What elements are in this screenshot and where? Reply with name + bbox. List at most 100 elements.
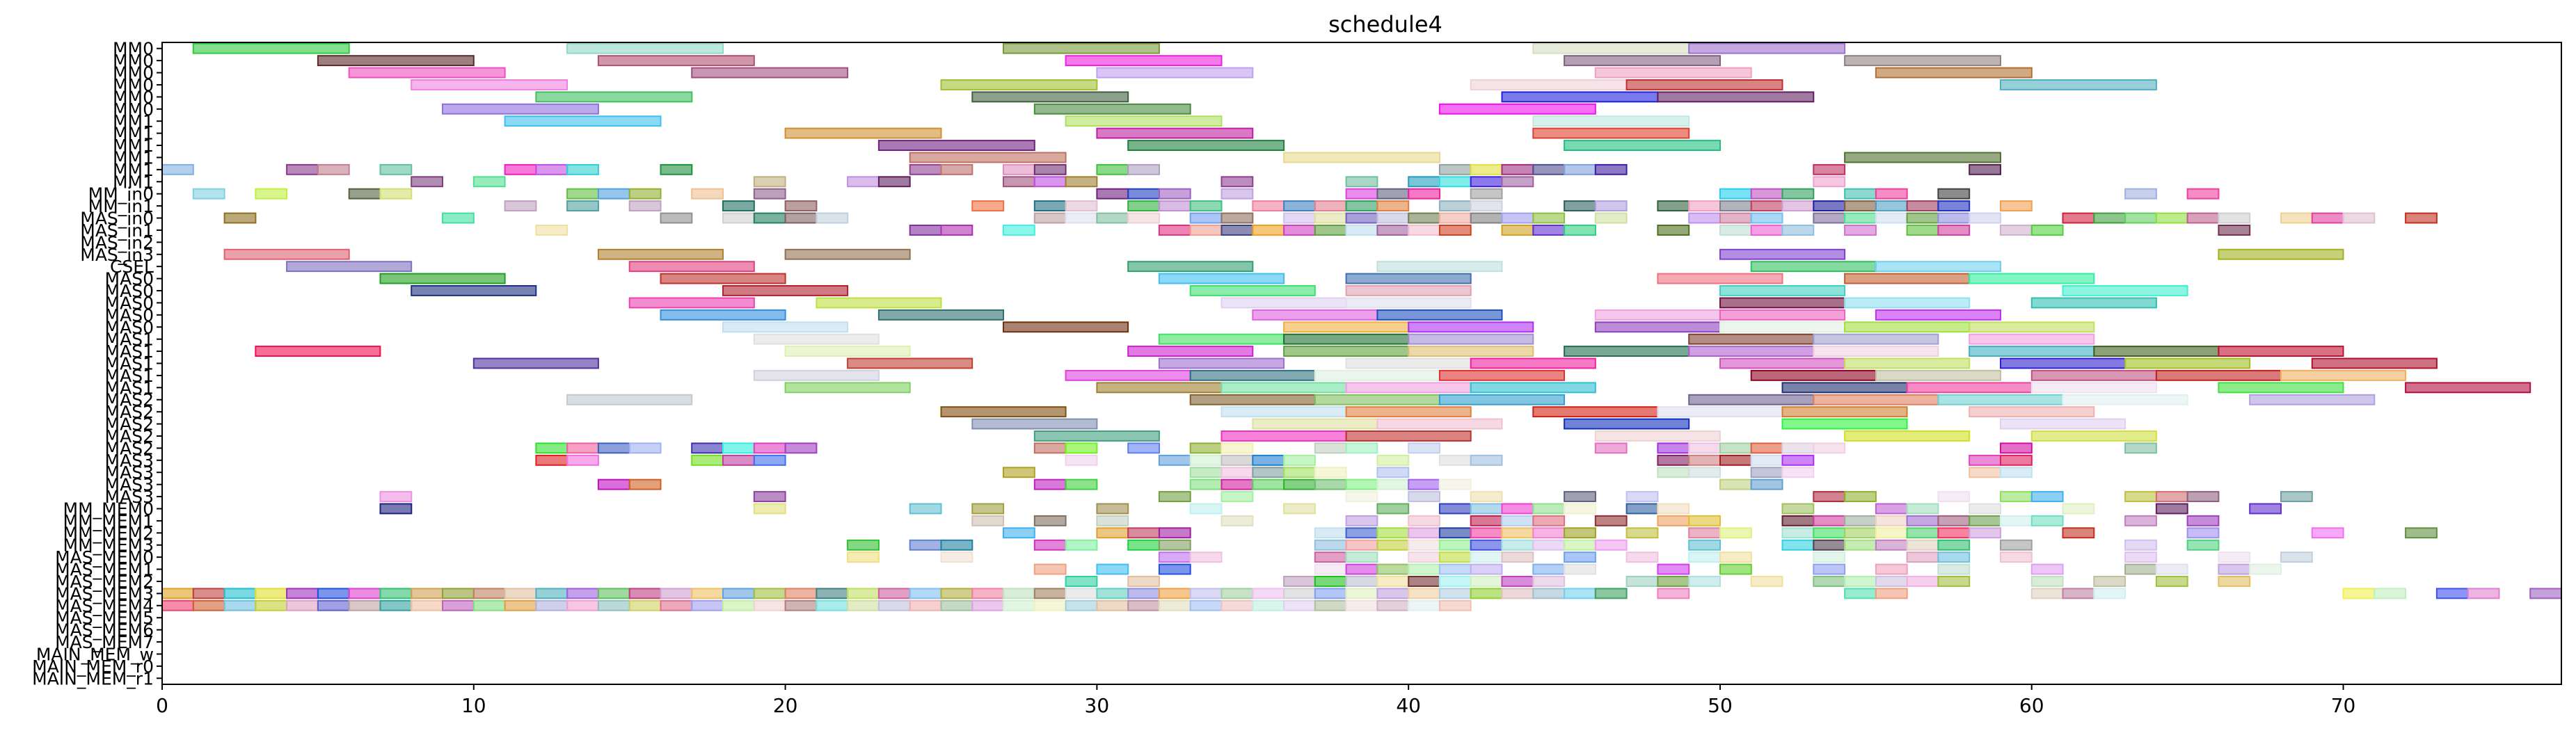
- task-bar: [1781, 467, 1815, 478]
- task-bar: [1594, 442, 1628, 454]
- task-bar: [504, 599, 537, 611]
- task-bar: [1345, 200, 1378, 212]
- task-bar: [784, 346, 911, 357]
- task-bar: [1033, 163, 1067, 175]
- task-bar: [847, 539, 880, 551]
- task-bar: [1532, 163, 1566, 175]
- task-bar: [691, 599, 724, 611]
- y-tick-label: MAS1: [105, 378, 154, 398]
- task-bar: [1906, 515, 1939, 526]
- task-bar: [847, 176, 880, 188]
- task-bar: [1906, 576, 1939, 587]
- task-bar: [1345, 515, 1378, 526]
- task-bar: [1532, 225, 1566, 236]
- task-bar: [1345, 176, 1378, 188]
- task-bar: [286, 261, 413, 273]
- y-tick-label: MM_MEM2: [63, 523, 154, 543]
- task-bar: [1003, 527, 1035, 539]
- y-tick-label: MM0: [113, 39, 154, 59]
- task-bar: [317, 588, 350, 599]
- task-bar: [1189, 467, 1223, 478]
- task-bar: [1221, 478, 1254, 490]
- task-bar: [192, 599, 225, 611]
- task-bar: [2124, 212, 2157, 224]
- task-bar: [1345, 599, 1378, 611]
- task-bar: [472, 588, 506, 599]
- task-bar: [192, 188, 225, 200]
- task-bar: [2000, 491, 2033, 502]
- task-bar: [2249, 394, 2376, 405]
- task-bar: [1781, 382, 1908, 394]
- task-bar: [411, 79, 569, 90]
- task-bar: [1283, 588, 1316, 599]
- task-bar: [2186, 539, 2220, 551]
- task-bar: [1376, 576, 1410, 587]
- task-bar: [1158, 200, 1191, 212]
- task-bar: [1096, 382, 1223, 394]
- task-bar: [2030, 491, 2064, 502]
- task-bar: [660, 212, 693, 224]
- y-tick-label: MM_MEM0: [63, 499, 154, 519]
- task-bar: [1221, 297, 1347, 309]
- task-bar: [1781, 515, 1815, 526]
- task-bar: [1408, 212, 1440, 224]
- task-bar: [2405, 382, 2531, 394]
- task-bar: [628, 588, 662, 599]
- y-tick-label: MAS0: [105, 317, 154, 337]
- task-bar: [1158, 273, 1285, 284]
- task-bar: [1844, 491, 1877, 502]
- task-bar: [1438, 539, 1472, 551]
- task-bar: [411, 588, 444, 599]
- task-bar: [597, 188, 630, 200]
- task-bar: [597, 55, 755, 67]
- task-bar: [1033, 599, 1067, 611]
- task-bar: [1376, 418, 1503, 430]
- task-bar: [1033, 176, 1067, 188]
- task-bar: [1844, 152, 2002, 163]
- task-bar: [909, 539, 942, 551]
- task-bar: [1158, 551, 1191, 563]
- task-bar: [1283, 454, 1316, 466]
- task-bar: [940, 225, 973, 236]
- task-bar: [1594, 212, 1628, 224]
- task-bar: [1937, 527, 1971, 539]
- task-bar: [1501, 91, 1659, 103]
- task-bar: [1906, 527, 1939, 539]
- task-bar: [1906, 382, 2033, 394]
- task-bar: [2124, 357, 2251, 369]
- task-bar: [1096, 599, 1129, 611]
- y-tick-label: MM1: [113, 136, 154, 156]
- task-bar: [1532, 527, 1566, 539]
- task-bar: [1625, 551, 1659, 563]
- task-bar: [1189, 478, 1223, 490]
- task-bar: [2280, 551, 2313, 563]
- y-tick-label: MM0: [113, 51, 154, 71]
- y-tick-label: MAS_in1: [80, 220, 154, 241]
- task-bar: [1969, 333, 2095, 345]
- task-bar: [1813, 515, 1846, 526]
- task-bar: [1470, 176, 1503, 188]
- task-bar: [1252, 588, 1285, 599]
- task-bar: [1906, 551, 1939, 563]
- task-bar: [1376, 200, 1410, 212]
- task-bar: [877, 599, 911, 611]
- task-bar: [1345, 297, 1472, 309]
- task-bar: [1283, 467, 1316, 478]
- task-bar: [1844, 297, 1971, 309]
- task-bar: [722, 212, 755, 224]
- task-bar: [1345, 285, 1472, 296]
- task-bar: [1501, 551, 1534, 563]
- task-bar: [1470, 515, 1503, 526]
- task-bar: [1501, 576, 1534, 587]
- task-bar: [2030, 382, 2157, 394]
- task-bar: [1345, 212, 1378, 224]
- task-bar: [1657, 503, 1690, 515]
- task-bar: [1688, 442, 1721, 454]
- y-tick-label: MAS0: [105, 305, 154, 325]
- task-bar: [223, 599, 257, 611]
- task-bar: [2124, 188, 2157, 200]
- task-bar: [1376, 188, 1410, 200]
- task-bar: [1657, 225, 1690, 236]
- task-bar: [1470, 539, 1503, 551]
- task-bar: [628, 478, 662, 490]
